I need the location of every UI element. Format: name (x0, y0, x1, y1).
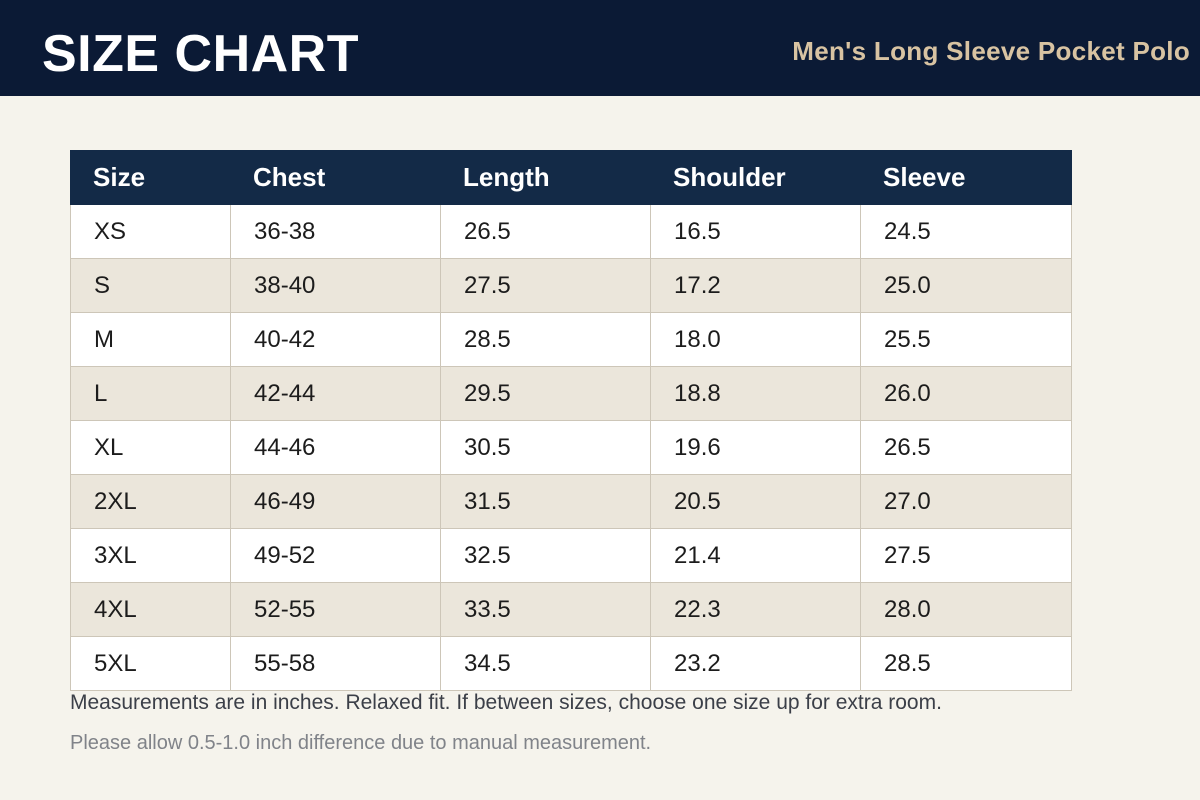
length-cell: 32.5 (440, 528, 651, 583)
sleeve-cell: 28.5 (860, 636, 1072, 691)
sleeve-cell: 26.5 (860, 420, 1072, 475)
size-cell: 4XL (70, 582, 231, 637)
column-header-sleeve: Sleeve (860, 150, 1072, 205)
sleeve-cell: 25.5 (860, 312, 1072, 367)
table-row: M 40-42 28.5 18.0 25.5 (70, 312, 1072, 367)
shoulder-cell: 18.8 (650, 366, 861, 421)
chest-cell: 49-52 (230, 528, 441, 583)
length-cell: 31.5 (440, 474, 651, 529)
chest-cell: 52-55 (230, 582, 441, 637)
size-cell: 2XL (70, 474, 231, 529)
column-header-shoulder: Shoulder (650, 150, 861, 205)
shoulder-cell: 23.2 (650, 636, 861, 691)
table-row: 5XL 55-58 34.5 23.2 28.5 (70, 636, 1072, 691)
chest-cell: 44-46 (230, 420, 441, 475)
sleeve-cell: 27.0 (860, 474, 1072, 529)
size-cell: XS (70, 204, 231, 259)
size-cell: M (70, 312, 231, 367)
length-cell: 26.5 (440, 204, 651, 259)
size-chart-table: Size Chest Length Shoulder Sleeve XS 36-… (70, 150, 1072, 691)
chest-cell: 40-42 (230, 312, 441, 367)
shoulder-cell: 16.5 (650, 204, 861, 259)
size-cell: S (70, 258, 231, 313)
chest-cell: 46-49 (230, 474, 441, 529)
sleeve-cell: 24.5 (860, 204, 1072, 259)
chest-cell: 55-58 (230, 636, 441, 691)
sleeve-cell: 26.0 (860, 366, 1072, 421)
sleeve-cell: 28.0 (860, 582, 1072, 637)
header-bar: SIZE CHART Men's Long Sleeve Pocket Polo (0, 0, 1200, 96)
length-cell: 29.5 (440, 366, 651, 421)
size-cell: 3XL (70, 528, 231, 583)
size-cell: L (70, 366, 231, 421)
shoulder-cell: 19.6 (650, 420, 861, 475)
column-header-size: Size (70, 150, 231, 205)
sleeve-cell: 27.5 (860, 528, 1072, 583)
table-row: 3XL 49-52 32.5 21.4 27.5 (70, 528, 1072, 583)
size-cell: XL (70, 420, 231, 475)
table-row: S 38-40 27.5 17.2 25.0 (70, 258, 1072, 313)
column-header-chest: Chest (230, 150, 441, 205)
column-header-length: Length (440, 150, 651, 205)
chest-cell: 38-40 (230, 258, 441, 313)
length-cell: 34.5 (440, 636, 651, 691)
shoulder-cell: 18.0 (650, 312, 861, 367)
chest-cell: 36-38 (230, 204, 441, 259)
length-cell: 33.5 (440, 582, 651, 637)
table-row: XS 36-38 26.5 16.5 24.5 (70, 204, 1072, 259)
shoulder-cell: 20.5 (650, 474, 861, 529)
shoulder-cell: 22.3 (650, 582, 861, 637)
page-title: SIZE CHART (42, 25, 359, 83)
shoulder-cell: 21.4 (650, 528, 861, 583)
product-name: Men's Long Sleeve Pocket Polo (792, 36, 1190, 66)
table-row: L 42-44 29.5 18.8 26.0 (70, 366, 1072, 421)
tolerance-note: Please allow 0.5-1.0 inch difference due… (70, 732, 652, 754)
table-row: XL 44-46 30.5 19.6 26.5 (70, 420, 1072, 475)
sleeve-cell: 25.0 (860, 258, 1072, 313)
table-row: 4XL 52-55 33.5 22.3 28.0 (70, 582, 1072, 637)
chest-cell: 42-44 (230, 366, 441, 421)
length-cell: 30.5 (440, 420, 651, 475)
length-cell: 27.5 (440, 258, 651, 313)
table-header-row: Size Chest Length Shoulder Sleeve (70, 150, 1072, 205)
size-cell: 5XL (70, 636, 231, 691)
length-cell: 28.5 (440, 312, 651, 367)
measurement-note: Measurements are in inches. Relaxed fit.… (70, 691, 942, 714)
shoulder-cell: 17.2 (650, 258, 861, 313)
table-row: 2XL 46-49 31.5 20.5 27.0 (70, 474, 1072, 529)
